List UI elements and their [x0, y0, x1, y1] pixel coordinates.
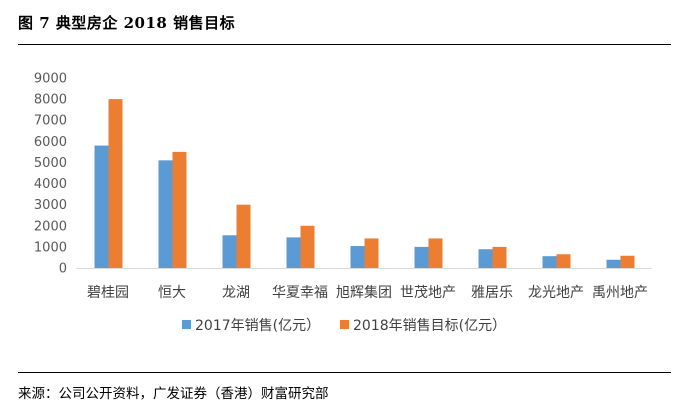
x-category-label: 旭辉集团 [336, 284, 392, 301]
y-tick-label: 0 [59, 262, 67, 277]
y-tick-label: 9000 [34, 72, 67, 87]
y-tick-label: 6000 [34, 135, 67, 150]
x-category-label: 恒大 [158, 285, 186, 301]
x-category-label: 雅居乐 [471, 285, 513, 301]
y-tick-label: 1000 [34, 240, 67, 255]
source-rule [18, 372, 671, 373]
y-axis-ticks: 0 1000 2000 3000 4000 5000 6000 7000 8000 9000 [34, 72, 67, 277]
bar-2017 [158, 160, 173, 268]
bar-2017 [94, 145, 109, 268]
legend-swatch [182, 320, 191, 329]
y-tick-label: 5000 [34, 156, 67, 171]
bar-2018 [428, 238, 443, 268]
bar-2018 [172, 151, 187, 268]
y-tick-label: 2000 [34, 219, 67, 234]
legend-label: 2017年销售(亿元） [195, 318, 320, 334]
x-category-label: 龙光地产 [528, 285, 584, 301]
x-category-label: 禹州地产 [592, 285, 648, 301]
bar-chart: 0 1000 2000 3000 4000 5000 6000 7000 8000 9000 碧桂… [34, 72, 652, 334]
legend: 2017年销售(亿元） 2018年销售目标(亿元） [182, 318, 506, 334]
legend-label: 2018年销售目标(亿元） [353, 318, 506, 334]
bars [94, 99, 635, 268]
bar-2018 [300, 225, 315, 268]
figure-title: 图 7 典型房企 2018 销售目标 [18, 14, 236, 32]
x-category-label: 华夏幸福 [272, 285, 328, 301]
bar-2018 [108, 99, 123, 268]
category-labels: 碧桂园 恒大 龙湖 华夏幸福 旭辉集团 世茂地产 雅居乐 龙光地产 禹州地产 [87, 284, 648, 301]
x-category-label: 世茂地产 [400, 284, 456, 301]
bar-2018 [364, 238, 379, 268]
bar-2017 [414, 246, 429, 268]
bar-2017 [542, 256, 557, 268]
bar-2018 [492, 246, 507, 268]
bar-2017 [350, 246, 365, 268]
bar-2017 [478, 249, 493, 268]
source-note: 来源：公司公开资料，广发证券（香港）财富研究部 [18, 386, 329, 402]
title-rule [18, 44, 671, 45]
bar-2018 [236, 204, 251, 268]
bar-2017 [286, 237, 301, 268]
y-tick-label: 8000 [34, 93, 67, 108]
legend-swatch [340, 320, 349, 329]
x-category-label: 碧桂园 [87, 285, 129, 301]
y-tick-label: 4000 [34, 177, 67, 192]
bar-2018 [556, 254, 571, 268]
bar-2017 [606, 259, 621, 268]
y-tick-label: 3000 [34, 198, 67, 213]
x-category-label: 龙湖 [222, 285, 250, 301]
bar-2018 [620, 255, 635, 268]
bar-2017 [222, 235, 237, 268]
y-tick-label: 7000 [34, 114, 67, 129]
